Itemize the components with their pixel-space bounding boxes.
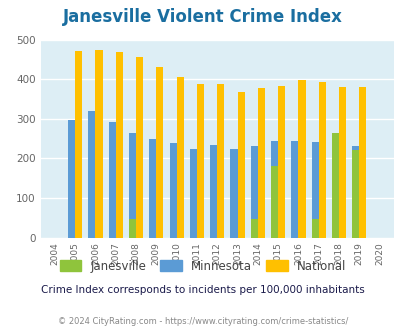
Bar <box>109 121 115 238</box>
Bar <box>358 87 366 238</box>
Bar <box>176 77 183 238</box>
Bar <box>196 84 203 238</box>
Bar <box>115 52 122 238</box>
Bar <box>156 67 163 238</box>
Bar <box>351 146 358 238</box>
Bar <box>129 218 136 238</box>
Bar <box>88 111 95 238</box>
Bar <box>136 57 143 238</box>
Bar <box>237 92 244 238</box>
Bar <box>271 166 277 238</box>
Legend: Janesville, Minnesota, National: Janesville, Minnesota, National <box>55 255 350 278</box>
Bar <box>351 150 358 238</box>
Bar <box>210 145 217 238</box>
Bar <box>271 141 277 238</box>
Bar <box>189 149 196 238</box>
Bar <box>250 146 257 238</box>
Text: Crime Index corresponds to incidents per 100,000 inhabitants: Crime Index corresponds to incidents per… <box>41 285 364 295</box>
Text: Janesville Violent Crime Index: Janesville Violent Crime Index <box>63 8 342 26</box>
Bar <box>331 133 338 238</box>
Bar <box>311 218 318 238</box>
Bar <box>331 150 338 238</box>
Bar <box>298 80 305 238</box>
Bar <box>129 133 136 238</box>
Text: © 2024 CityRating.com - https://www.cityrating.com/crime-statistics/: © 2024 CityRating.com - https://www.city… <box>58 317 347 326</box>
Bar <box>291 141 298 238</box>
Bar <box>311 142 318 238</box>
Bar <box>250 218 257 238</box>
Bar <box>149 139 156 238</box>
Bar <box>230 149 237 238</box>
Bar <box>277 86 285 238</box>
Bar <box>257 88 264 238</box>
Bar <box>169 143 176 238</box>
Bar <box>217 84 224 238</box>
Bar <box>75 51 82 238</box>
Bar <box>338 87 345 238</box>
Bar <box>95 50 102 238</box>
Bar <box>68 119 75 238</box>
Bar <box>318 82 325 238</box>
